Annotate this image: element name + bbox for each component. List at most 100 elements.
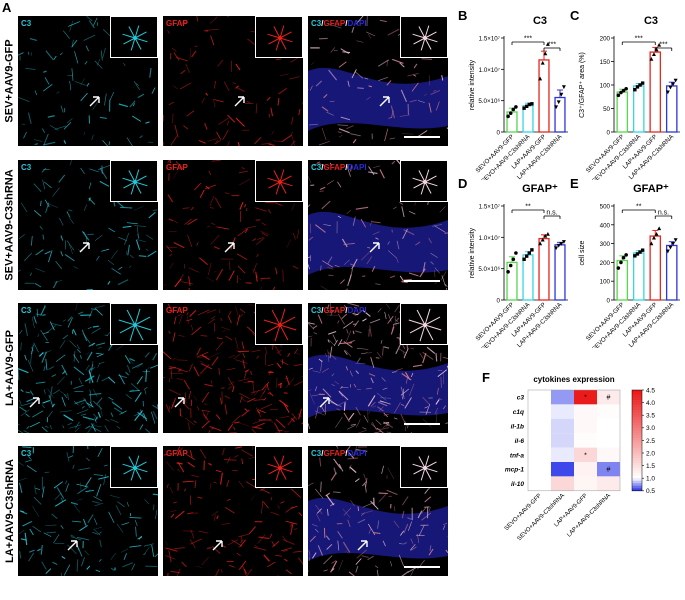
cell-process <box>401 510 405 519</box>
cell-process <box>189 450 193 458</box>
cell-process <box>227 16 229 18</box>
cell-process <box>238 560 247 570</box>
cell-process <box>356 389 362 391</box>
astrocyte-process <box>424 461 437 469</box>
cell-process <box>41 404 46 409</box>
cell-process <box>118 266 123 270</box>
cell-process <box>282 535 288 543</box>
arrow-marker <box>234 96 245 107</box>
cell-process <box>256 253 259 258</box>
cell-process <box>352 330 355 335</box>
cell-process <box>152 209 158 212</box>
cell-process <box>19 399 22 406</box>
cell-process <box>256 237 265 246</box>
cell-process <box>221 544 226 548</box>
cell-process <box>430 90 440 95</box>
cell-process <box>308 389 312 391</box>
astrocyte-process <box>273 456 281 469</box>
cell-process <box>422 353 427 364</box>
y-tick-label: 0 <box>497 298 501 305</box>
cell-process <box>357 506 360 512</box>
cell-process <box>413 74 417 77</box>
cell-process <box>103 29 111 36</box>
cell-process <box>209 482 212 490</box>
heatmap-row-label: il-10 <box>511 481 524 488</box>
cell-process <box>264 346 268 355</box>
astrocyte-process <box>408 319 426 326</box>
cell-process <box>88 392 102 396</box>
cell-process <box>348 412 355 421</box>
cell-process <box>393 206 397 210</box>
cell-process <box>45 568 52 574</box>
cell-process <box>283 403 290 413</box>
cell-process <box>117 279 129 286</box>
cell-process <box>54 499 67 507</box>
cell-process <box>445 549 448 553</box>
channel-label: C3 <box>21 306 32 315</box>
cell-process <box>352 138 357 144</box>
colorbar-segment <box>632 458 642 461</box>
colorbar-segment <box>632 450 642 454</box>
cell-process <box>136 376 143 385</box>
cell-process <box>199 189 205 199</box>
cell-process <box>439 206 446 213</box>
magnified-inset <box>255 160 303 202</box>
cell-process <box>352 313 359 316</box>
cell-process <box>60 497 64 503</box>
cell-process <box>413 63 418 69</box>
cell-process <box>99 180 110 187</box>
cell-process <box>191 50 197 58</box>
cell-process <box>85 425 91 430</box>
cell-process <box>246 326 256 335</box>
cell-process <box>95 342 106 346</box>
data-point <box>543 51 548 56</box>
data-point <box>671 82 676 87</box>
inset-astrocyte <box>412 169 438 195</box>
cell-process <box>298 108 301 116</box>
cell-process <box>355 406 361 416</box>
heatmap-cell <box>551 447 574 462</box>
inset-astrocyte <box>267 455 293 481</box>
cell-process <box>31 344 34 355</box>
cell-process <box>181 21 187 24</box>
cell-process <box>181 281 193 285</box>
cell-process <box>184 218 192 225</box>
cell-process <box>151 87 156 94</box>
data-point <box>545 232 550 236</box>
cell-process <box>190 538 202 545</box>
cell-process <box>19 406 27 412</box>
cell-process <box>213 270 217 273</box>
cell-process <box>104 418 110 422</box>
cell-process <box>289 76 300 80</box>
y-axis-label: cell size <box>579 240 586 265</box>
cell-process <box>309 556 311 561</box>
astrocyte-process <box>134 25 140 39</box>
cell-process <box>40 545 43 555</box>
cell-process <box>445 422 448 425</box>
cell-process <box>173 169 179 179</box>
cell-process <box>256 355 260 360</box>
cell-process <box>243 568 247 574</box>
cell-process <box>444 232 448 234</box>
cell-process <box>183 125 189 130</box>
cell-process <box>344 349 352 357</box>
cell-process <box>215 568 220 576</box>
cell-process <box>92 413 99 420</box>
panel-letter-e: E <box>570 176 579 191</box>
cell-process <box>360 218 366 228</box>
cell-process <box>367 555 374 561</box>
cell-process <box>362 275 366 277</box>
astrocyte-process <box>424 37 438 43</box>
cell-process <box>265 201 278 203</box>
astrocyte-process <box>123 181 136 189</box>
cell-process <box>37 548 41 552</box>
cell-process <box>87 514 94 524</box>
colorbar-tick-label: 0.5 <box>646 488 655 495</box>
data-point <box>671 242 676 246</box>
cell-process <box>42 84 53 92</box>
cell-process <box>354 71 364 79</box>
cell-process <box>152 404 158 409</box>
cell-process <box>280 501 285 504</box>
cell-process <box>221 387 225 389</box>
